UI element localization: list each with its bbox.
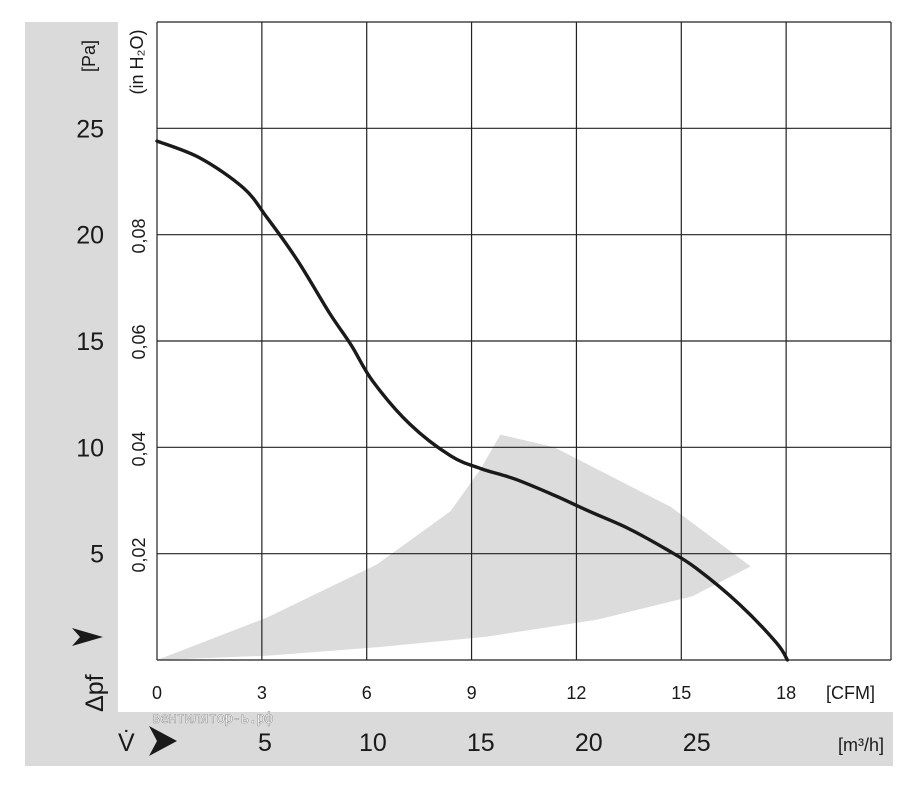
x-tick-label: 15 [467,729,495,757]
x-secondary-unit-label: [CFM] [826,683,875,703]
x-tick-labels: 5 10 15 20 25 [258,729,711,757]
x-tick-label: 20 [575,729,603,757]
x-tick-label: 25 [683,729,711,757]
y-tick-label: 15 [76,328,104,356]
x-unit-label: [m³/h] [838,735,884,755]
y-tick-label: 5 [90,541,104,569]
x-tick-label: 5 [258,729,272,757]
x-secondary-tick-label: 6 [362,683,372,703]
y-tick-label: 25 [76,115,104,143]
y-secondary-tick-label: 0,08 [129,218,149,253]
operating-region [157,434,751,660]
x-secondary-tick-label: 3 [257,683,267,703]
y-secondary-tick-label: 0,06 [129,324,149,359]
y-secondary-tick-label: 0,04 [129,431,149,466]
x-axis-symbol: V̇ [118,728,135,757]
x-secondary-tick-labels: 0 3 6 9 12 15 18 [152,683,796,703]
x-secondary-tick-label: 12 [566,683,586,703]
y-secondary-tick-label: 0,02 [129,537,149,572]
y-axis-arrow-icon [72,628,103,646]
fan-curve-line [155,139,790,662]
y-tick-labels: 5 10 15 20 25 [76,115,104,568]
watermark: вентилятор-ь.рф [152,709,273,727]
x-secondary-tick-label: 9 [467,683,477,703]
y-axis-band [25,22,118,766]
y-unit-label: [Pa] [79,40,99,72]
x-axis-arrow-icon [149,726,177,756]
y-secondary-unit-label: (in H₂O) [127,30,147,95]
x-tick-label: 10 [359,729,387,757]
x-secondary-tick-label: 15 [671,683,691,703]
x-secondary-tick-label: 18 [776,683,796,703]
y-axis-symbol: Δpf [81,674,109,712]
y-tick-label: 10 [76,434,104,462]
x-secondary-tick-label: 0 [152,683,162,703]
y-tick-label: 20 [76,222,104,250]
y-secondary-tick-labels: 0,02 0,04 0,06 0,08 [129,218,149,572]
